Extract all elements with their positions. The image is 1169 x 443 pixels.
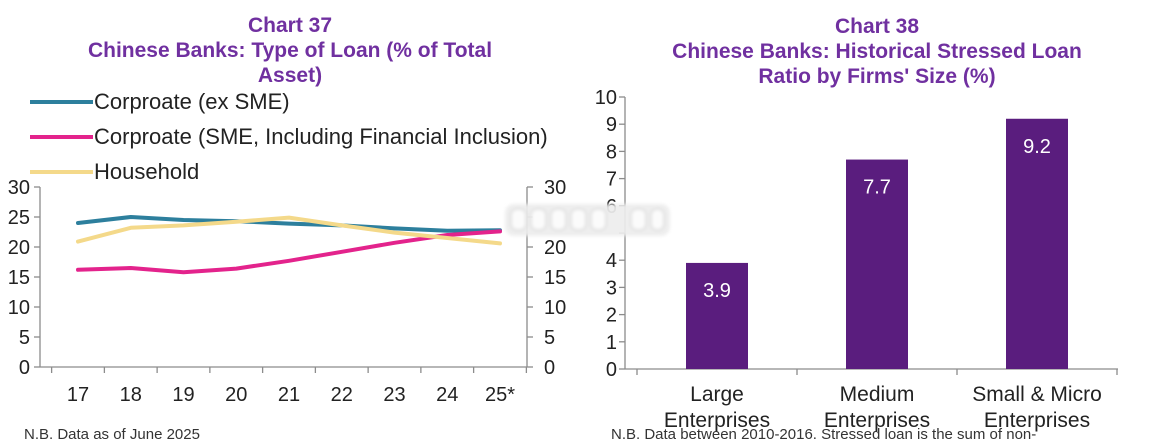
bar-data-label: 7.7 <box>863 177 891 199</box>
chart38-category-label: Small & Micro Enterprises <box>972 383 1102 432</box>
chart38-category-label: Medium Enterprises <box>823 383 931 432</box>
chart37-left-tick-label: 15 <box>8 267 30 289</box>
legend-swatch-magenta-line <box>30 135 93 139</box>
chart37-right-tick-label: 15 <box>544 267 566 289</box>
bar-small-micro-enterprises <box>1006 118 1068 369</box>
chart37-x-tick-label: 20 <box>225 384 247 406</box>
chart37-x-tick-label: 19 <box>172 384 194 406</box>
chart37-footnote: N.B. Data as of June 2025 <box>24 426 200 443</box>
chart37-left-tick-label: 30 <box>8 177 30 199</box>
legend-item-corproate-ex-sme: Corproate (ex SME) <box>30 89 560 115</box>
bar-data-label: 9.2 <box>1023 136 1051 158</box>
chart37-right-tick-label: 5 <box>544 327 555 349</box>
chart37-x-tick-label: 18 <box>120 384 142 406</box>
chart38-y-tick-label: 4 <box>606 250 617 272</box>
bar-large-enterprises <box>686 262 748 369</box>
chart37-right-tick-label: 30 <box>544 177 566 199</box>
chart37-title: Chinese Banks: Type of Loan (% of Total … <box>87 39 493 87</box>
chart38-number: Chart 38 <box>834 15 920 38</box>
chart37-right-tick-label: 20 <box>544 237 566 259</box>
chart37-number: Chart 37 <box>247 14 333 37</box>
legend-label-household: Household <box>94 159 200 184</box>
series-line-household <box>76 215 502 246</box>
chart38-y-tick-label: 9 <box>606 114 617 136</box>
bar-medium-enterprises <box>846 159 908 369</box>
legend-swatch-yellow-line <box>30 170 93 174</box>
chart38-y-tick-label: 3 <box>606 277 617 299</box>
chart37-x-tick-label: 25* <box>485 384 515 406</box>
chart38-category-label: Large Enterprises <box>663 383 771 432</box>
chart37-x-tick-label: 21 <box>278 384 300 406</box>
chart37-left-tick-label: 10 <box>8 297 30 319</box>
chart37-x-tick-label: 22 <box>331 384 353 406</box>
chart37-right-tick-label: 0 <box>544 357 555 379</box>
chart38-plot-area: 012346789103.97.79.2 <box>595 87 1118 381</box>
chart38-footnote: N.B. Data between 2010-2016. Stressed lo… <box>611 426 1037 443</box>
chart37-x-tick-label: 17 <box>67 384 89 406</box>
chart37-left-tick-label: 5 <box>19 327 30 349</box>
chart38-y-tick-label: 0 <box>606 359 617 381</box>
legend-swatch-teal-line <box>30 100 93 104</box>
legend-label-corproate-ex-sme: Corproate (ex SME) <box>94 89 290 114</box>
chart38-y-tick-label: 7 <box>606 169 617 191</box>
chart37-right-tick-label: 10 <box>544 297 566 319</box>
chart37-left-tick-label: 25 <box>8 207 30 229</box>
chart38-y-tick-label: 2 <box>606 305 617 327</box>
chart37-x-tick-label: 24 <box>436 384 458 406</box>
legend-item-household: Household <box>30 159 560 185</box>
series-line-corproate-ex-sme <box>76 215 502 233</box>
chart38-y-tick-label: 8 <box>606 141 617 163</box>
chart37-left-tick-label: 20 <box>8 237 30 259</box>
chart38-title: Chinese Banks: Historical Stressed Loan … <box>672 40 1082 88</box>
chart37-left-tick-label: 0 <box>19 357 30 379</box>
chart37-plot-area: 0 5 10 15 20 25 30 0 5 10 15 20 30 17 18 19 20 21 22 23 24 25… <box>8 177 567 406</box>
legend-label-corproate-sme: Corproate (SME, Including Financial Incl… <box>94 124 548 149</box>
legend-item-corproate-sme: Corproate (SME, Including Financial Incl… <box>30 124 560 150</box>
blurred-overlay <box>505 204 670 236</box>
chart38-y-tick-label: 10 <box>595 87 617 109</box>
bar-data-label: 3.9 <box>703 280 731 302</box>
chart38-y-tick-label: 1 <box>606 332 617 354</box>
chart37-x-tick-label: 23 <box>383 384 405 406</box>
